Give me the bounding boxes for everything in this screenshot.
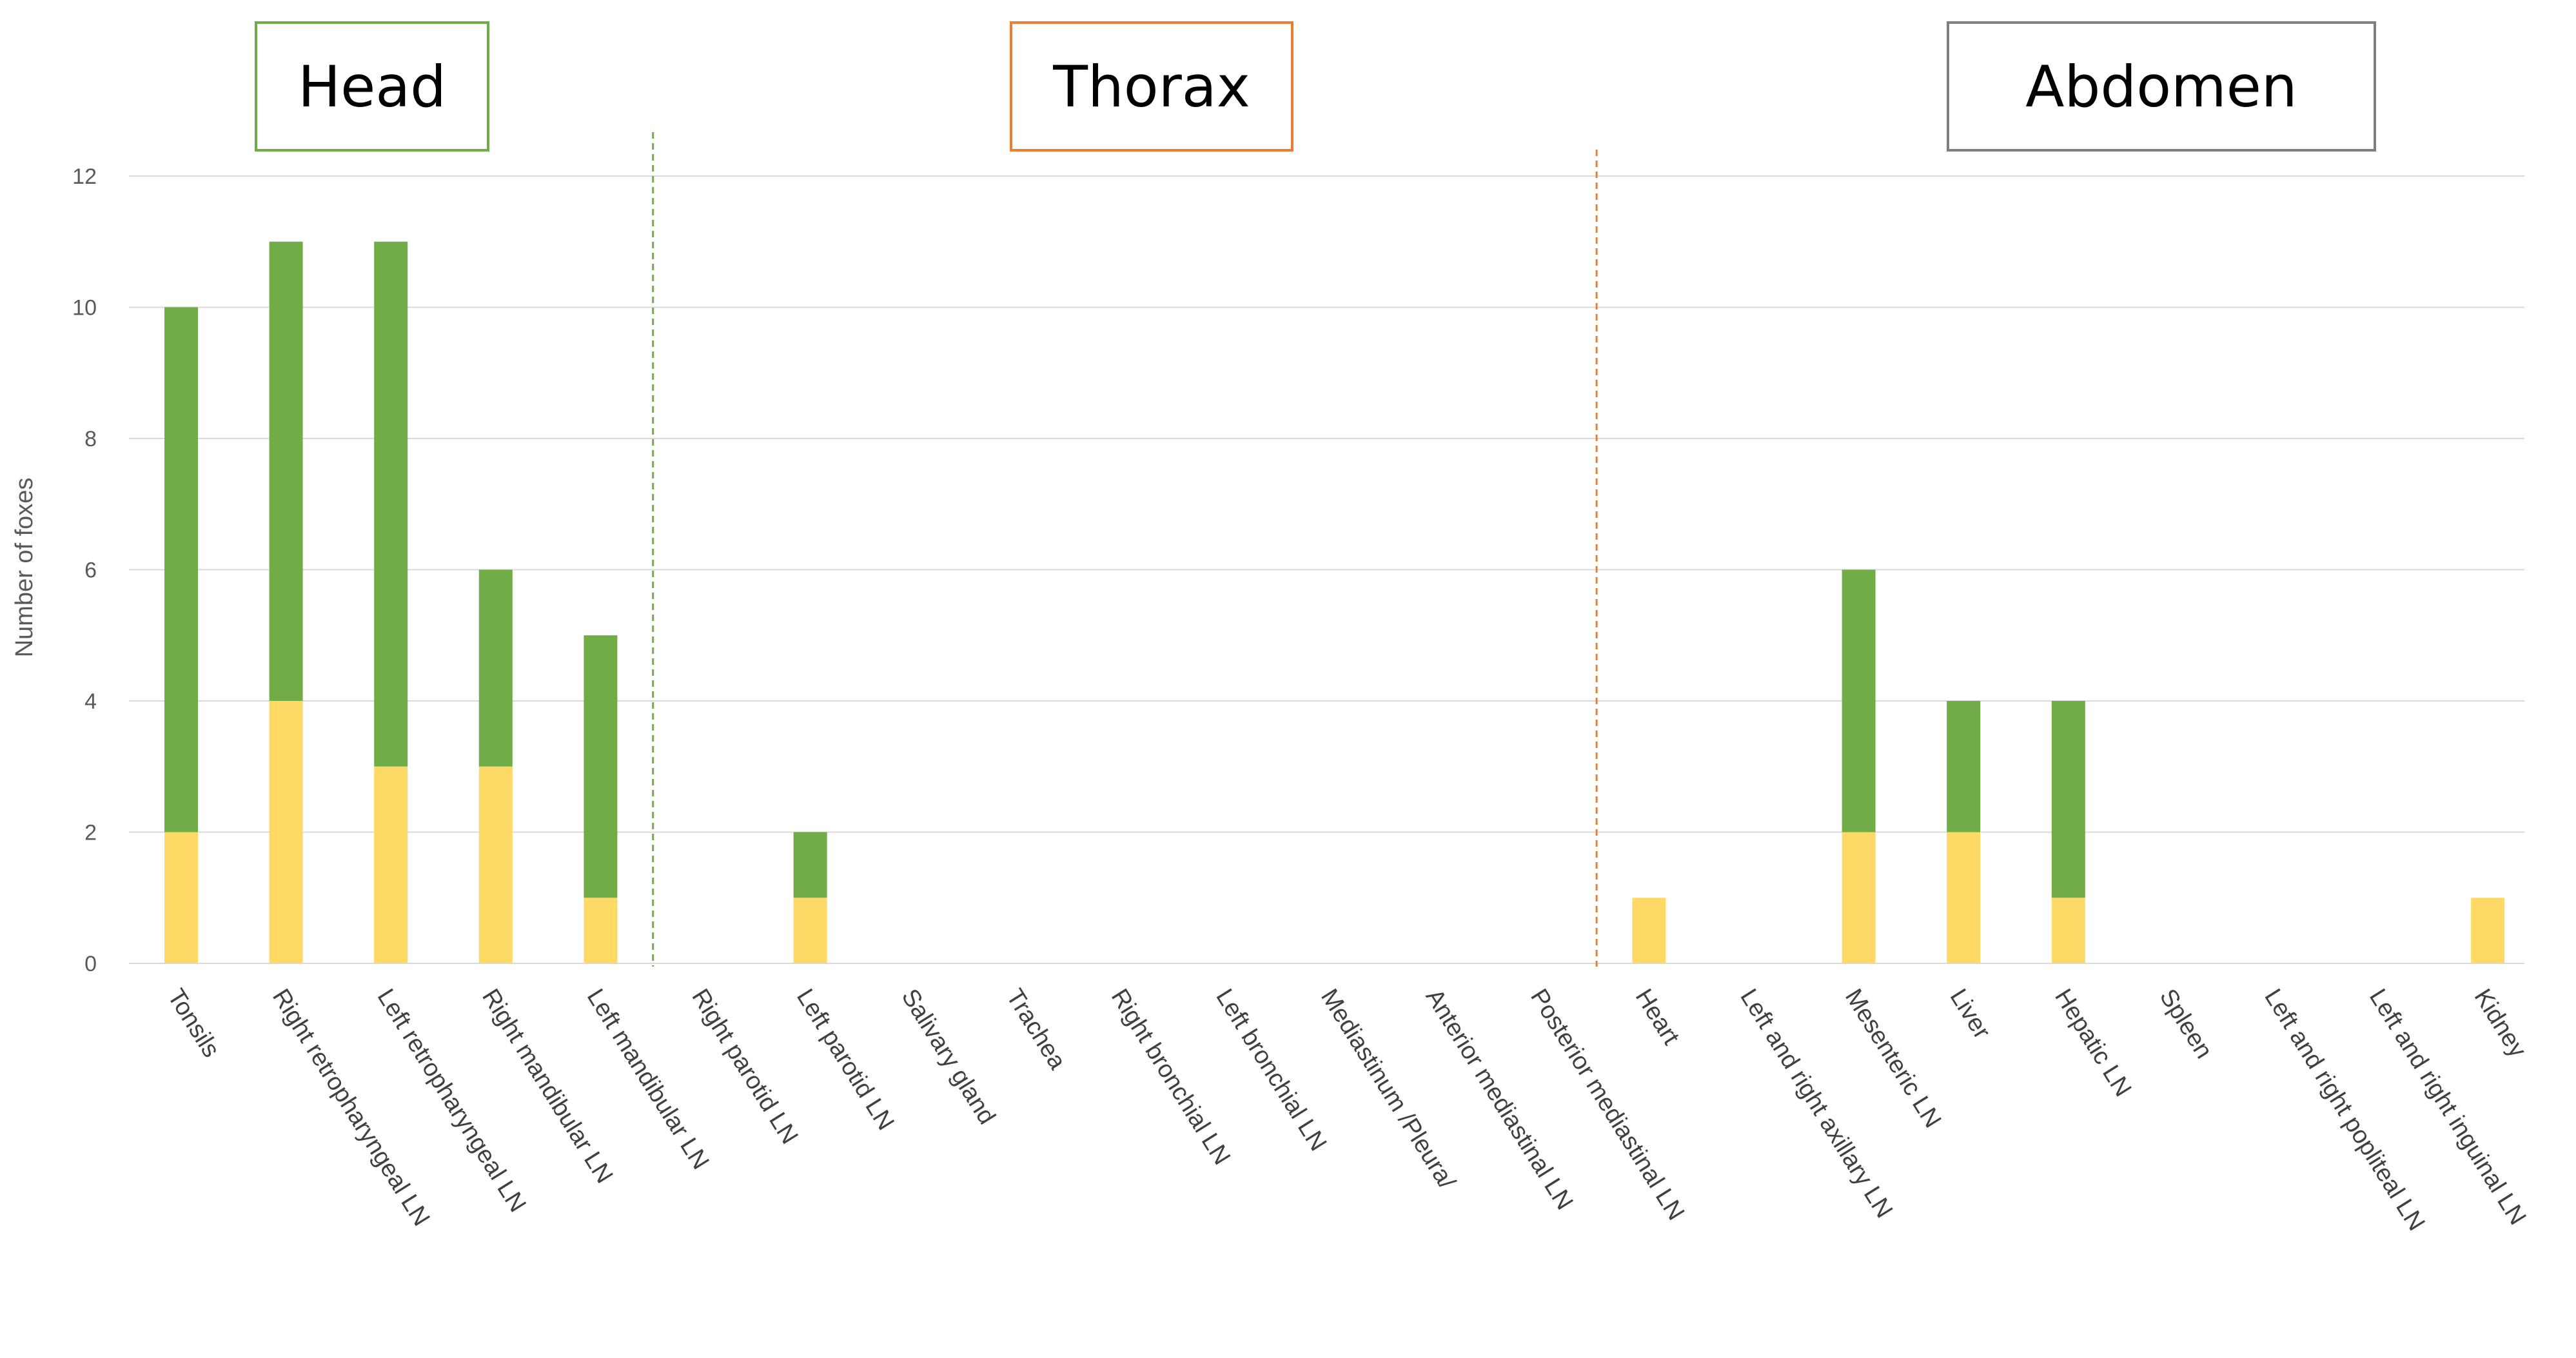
region-box xyxy=(1947,21,2376,152)
bar-segment xyxy=(2051,701,2085,898)
x-category-label: Kidney xyxy=(2469,985,2532,1063)
bar-segment xyxy=(1947,701,1981,832)
y-tick-label: 12 xyxy=(72,164,97,189)
y-axis-title: Number of foxes xyxy=(11,478,38,658)
y-tick-label: 8 xyxy=(84,427,97,451)
x-category-label: Left bronchial LN xyxy=(1210,985,1332,1156)
x-category-label: Left mandibular LN xyxy=(582,985,714,1175)
bar-segment xyxy=(2051,898,2085,963)
bar-segment xyxy=(269,701,303,963)
y-axis-ticks: 0 2 4 6 8 10 12 xyxy=(72,164,97,976)
y-tick-label: 10 xyxy=(72,296,97,320)
bar-segment xyxy=(793,898,827,963)
x-category-label: Heart xyxy=(1630,985,1685,1050)
bar-segment xyxy=(164,307,198,832)
bar-segment xyxy=(374,766,408,963)
x-category-label: Liver xyxy=(1945,985,1996,1044)
x-category-label: Tonsils xyxy=(162,985,224,1063)
x-category-label: Left parotid LN xyxy=(791,985,900,1136)
region-label: Head xyxy=(298,54,446,120)
bar-segment xyxy=(584,635,618,898)
x-category-label: Hepatic LN xyxy=(2049,985,2136,1102)
bar-segment xyxy=(1842,832,1876,963)
x-category-label: Right parotid LN xyxy=(686,985,803,1149)
bars xyxy=(164,241,2505,963)
x-category-label: Spleen xyxy=(2154,985,2217,1064)
bar-segment xyxy=(793,832,827,898)
bar-segment xyxy=(478,569,513,767)
x-category-label: Trachea xyxy=(1001,985,1071,1075)
bar-segment xyxy=(1632,898,1666,963)
bar-segment xyxy=(164,832,198,963)
region-dividers xyxy=(652,132,1598,967)
bar-segment xyxy=(2471,898,2505,963)
region-label: Thorax xyxy=(1052,54,1250,120)
x-category-label: Salivary gland xyxy=(896,985,1001,1130)
y-tick-label: 2 xyxy=(84,821,97,845)
bar-segment xyxy=(1947,832,1981,963)
x-category-label: Mesenteric LN xyxy=(1840,985,1946,1133)
y-tick-label: 0 xyxy=(84,952,97,976)
bar-segment xyxy=(374,241,408,767)
bar-segment xyxy=(1842,569,1876,832)
bar-segment xyxy=(269,241,303,701)
region-headers: Head Thorax Abdomen xyxy=(255,21,2376,152)
region-box xyxy=(1010,21,1293,152)
y-tick-label: 4 xyxy=(84,689,97,714)
region-label: Abdomen xyxy=(2025,54,2297,120)
bar-segment xyxy=(478,766,513,963)
y-tick-label: 6 xyxy=(84,558,97,583)
x-category-label: Right bronchial LN xyxy=(1106,985,1235,1170)
bar-segment xyxy=(584,898,618,963)
region-box xyxy=(255,21,489,152)
gridlines xyxy=(129,175,2524,964)
